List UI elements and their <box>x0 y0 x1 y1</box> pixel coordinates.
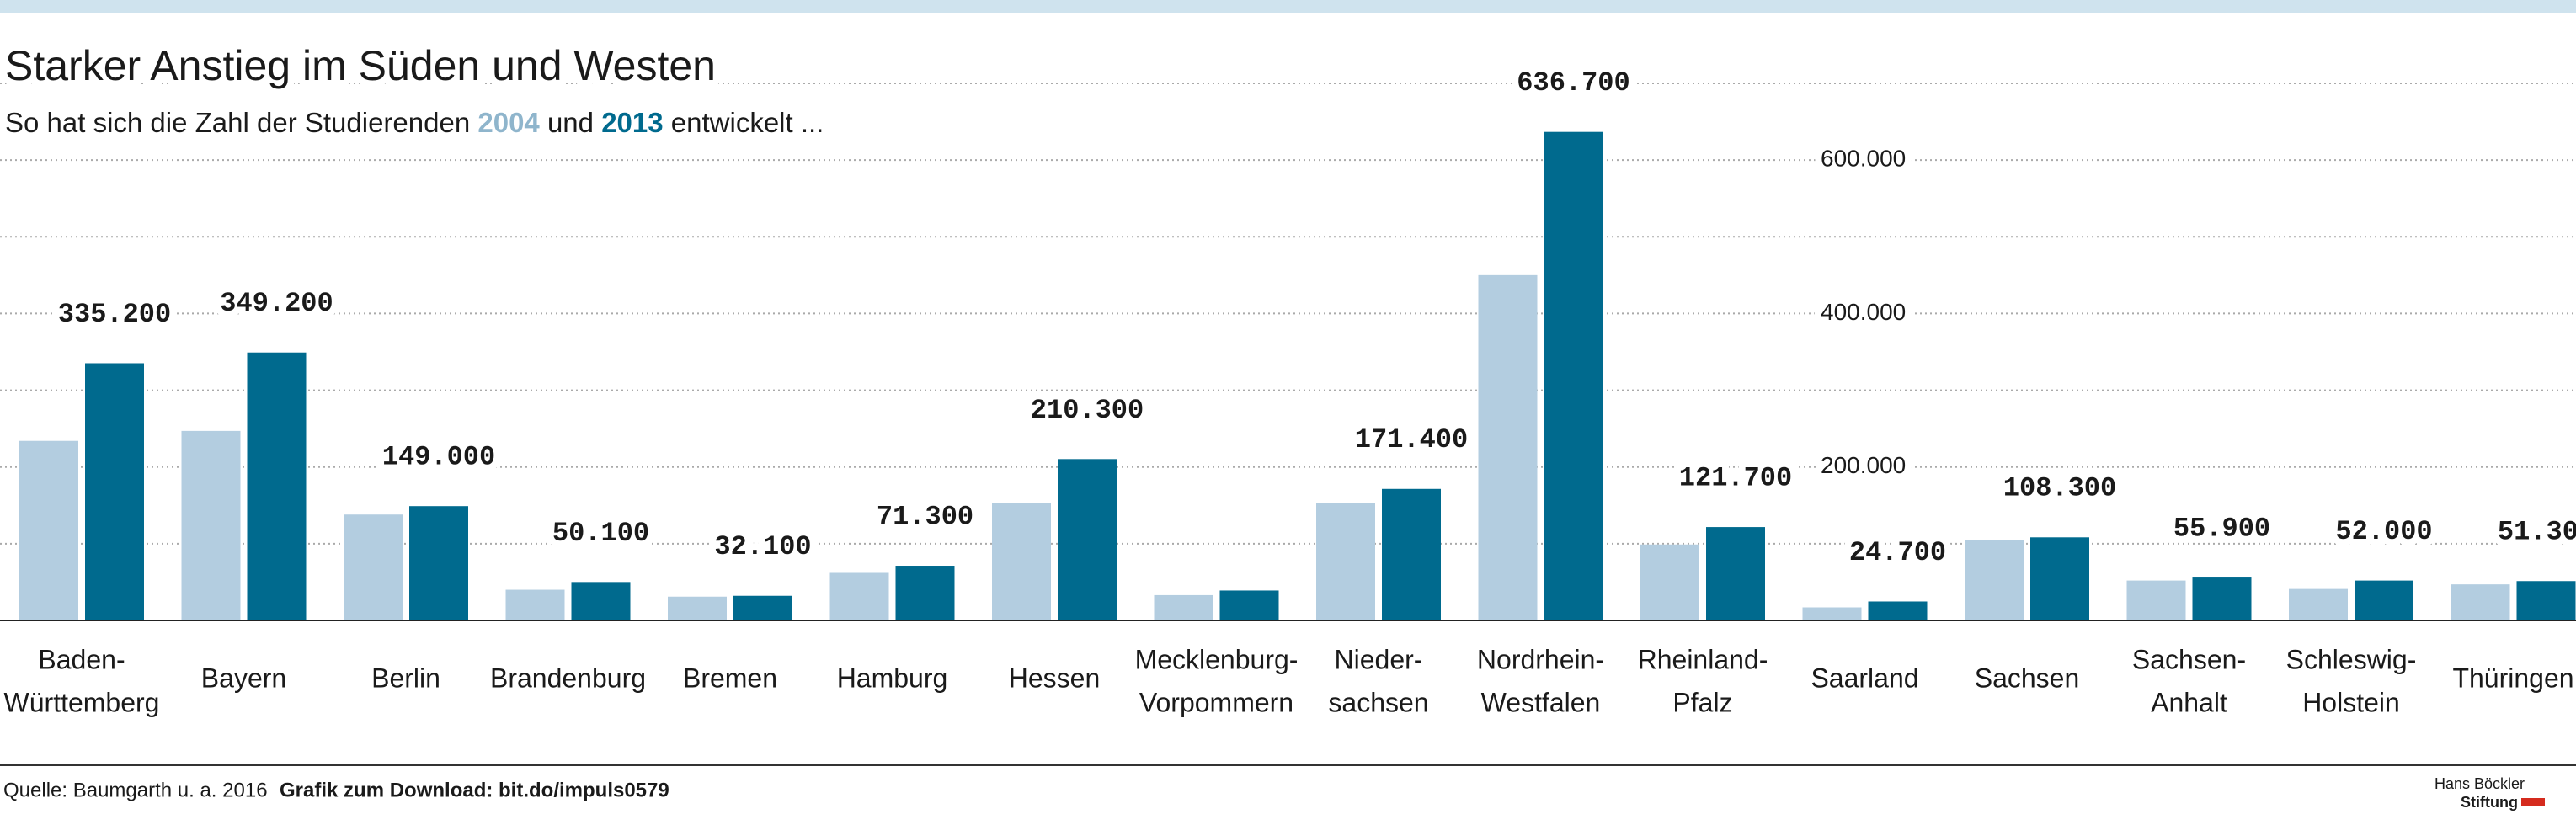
subtitle: So hat sich die Zahl der Studierenden 20… <box>5 107 824 138</box>
bar <box>1058 459 1117 620</box>
subtitle-text: entwickelt ... <box>671 107 824 138</box>
legend-2004: 2004 <box>477 107 540 138</box>
bar <box>829 572 889 620</box>
value-label: 149.000 <box>382 442 495 473</box>
bar <box>1706 527 1765 620</box>
value-label: 171.400 <box>1355 424 1468 455</box>
x-tick-label: Anhalt <box>2151 687 2227 717</box>
x-tick-label: Saarland <box>1811 663 1918 693</box>
x-tick-label: Württemberg <box>4 687 160 717</box>
bar <box>2030 537 2089 620</box>
y-tick-label: 600.000 <box>1821 146 1906 172</box>
value-label: 50.100 <box>552 518 649 549</box>
subtitle-text: und <box>547 107 594 138</box>
bar <box>1544 131 1603 621</box>
bar <box>571 582 631 620</box>
bar <box>247 352 307 620</box>
legend-2013: 2013 <box>601 107 663 138</box>
grid <box>0 82 2576 545</box>
bar <box>1219 590 1279 620</box>
x-tick-label: Bayern <box>201 663 286 693</box>
bar <box>85 363 144 620</box>
x-tick-label: Rheinland- <box>1638 644 1768 674</box>
bar <box>1316 503 1375 620</box>
x-tick-label: Mecklenburg- <box>1135 644 1299 674</box>
top-bar <box>0 0 2576 13</box>
x-tick-label: Vorpommern <box>1139 687 1293 717</box>
bar <box>1640 544 1699 620</box>
bar <box>895 566 955 620</box>
value-label: 121.700 <box>1679 463 1792 494</box>
x-tick-label: Hamburg <box>837 663 948 693</box>
bar <box>2126 580 2186 620</box>
value-label: 51.300 <box>2498 517 2576 548</box>
bar <box>1802 607 1862 620</box>
footer-download: Grafik zum Download: bit.do/impuls0579 <box>280 779 669 801</box>
x-tick-label: Schleswig- <box>2286 644 2417 674</box>
x-tick-label: Sachsen <box>1975 663 2080 693</box>
value-label: 349.200 <box>220 288 333 319</box>
logo-line2: Stiftung <box>2461 794 2518 811</box>
value-label: 52.000 <box>2335 516 2432 547</box>
value-label: 108.300 <box>2003 473 2116 504</box>
x-tick-label: Westfalen <box>1481 687 1601 717</box>
bar <box>1478 274 1538 620</box>
bar <box>668 596 727 620</box>
x-tick-label: Brandenburg <box>490 663 646 693</box>
x-tick-label: Pfalz <box>1672 687 1732 717</box>
bar <box>2451 584 2510 620</box>
value-label: 55.900 <box>2173 514 2270 545</box>
y-tick-label: 400.000 <box>1821 299 1906 325</box>
x-tick-label: Bremen <box>683 663 777 693</box>
bar <box>1382 488 1441 620</box>
x-tick-label: Nieder- <box>1335 644 1423 674</box>
bar <box>2289 588 2348 620</box>
value-label: 32.100 <box>714 531 811 562</box>
bar <box>19 440 78 620</box>
x-tick-label: Sachsen- <box>2132 644 2246 674</box>
value-label: 24.700 <box>1849 537 1946 568</box>
bar <box>505 589 565 620</box>
value-label: 71.300 <box>877 501 973 532</box>
x-tick-label: sachsen <box>1328 687 1428 717</box>
logo-line1: Hans Böckler <box>2435 775 2525 792</box>
bar <box>1868 601 1928 620</box>
logo-mark <box>2521 798 2545 806</box>
bar <box>1154 594 1213 620</box>
bar <box>2192 578 2252 620</box>
value-label: 210.300 <box>1031 395 1144 426</box>
bar <box>344 514 403 620</box>
footer-source: Quelle: Baumgarth u. a. 2016 <box>3 779 268 801</box>
x-tick-label: Berlin <box>371 663 440 693</box>
bar <box>2516 581 2576 620</box>
x-tick-label: Hessen <box>1009 663 1101 693</box>
bar <box>992 503 1051 620</box>
x-tick-label: Thüringen <box>2452 663 2573 693</box>
bar <box>181 430 241 620</box>
bar <box>733 595 792 620</box>
chart-title: Starker Anstieg im Süden und Westen <box>5 42 716 89</box>
bar <box>1965 540 2024 620</box>
subtitle-text: So hat sich die Zahl der Studierenden <box>5 107 470 138</box>
x-tick-label: Holstein <box>2302 687 2400 717</box>
x-tick-label: Nordrhein- <box>1477 644 1604 674</box>
x-tick-label: Baden- <box>38 644 125 674</box>
bars <box>19 131 2576 621</box>
y-tick-label: 200.000 <box>1821 452 1906 478</box>
bar <box>2355 580 2413 620</box>
bar <box>409 506 468 620</box>
value-label: 335.200 <box>58 299 171 330</box>
value-label: 636.700 <box>1517 67 1629 98</box>
